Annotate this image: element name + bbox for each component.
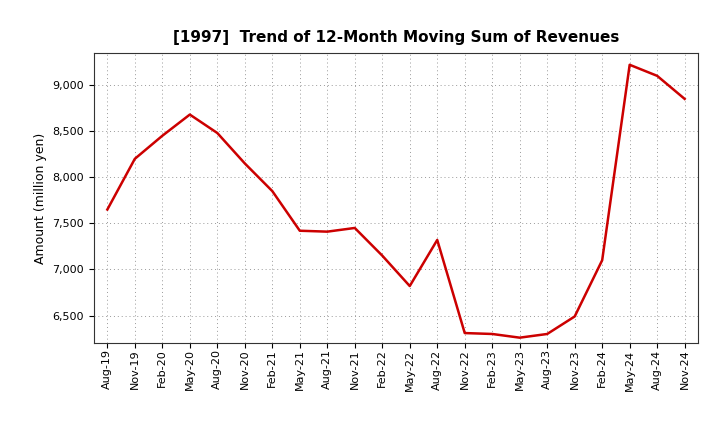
Y-axis label: Amount (million yen): Amount (million yen) <box>34 132 47 264</box>
Title: [1997]  Trend of 12-Month Moving Sum of Revenues: [1997] Trend of 12-Month Moving Sum of R… <box>173 29 619 45</box>
